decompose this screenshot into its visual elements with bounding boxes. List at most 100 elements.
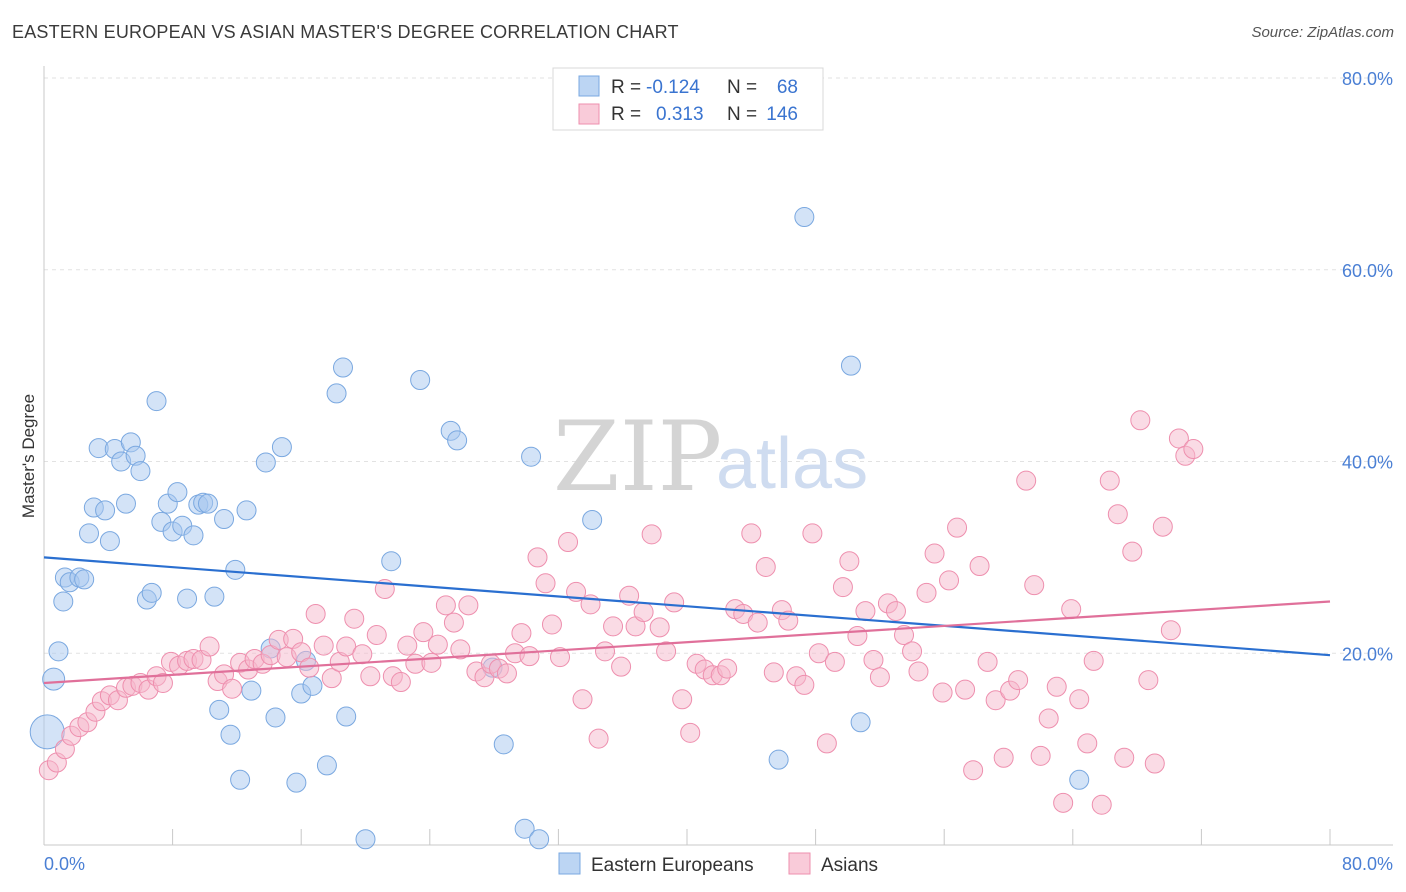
asian-point-67 — [550, 647, 571, 668]
asian-point-64 — [527, 547, 548, 568]
asian-point-136 — [1077, 733, 1098, 754]
eastern-point-63 — [768, 749, 789, 770]
asian-point-39 — [336, 636, 357, 657]
asian-point-41 — [352, 644, 373, 665]
stats-n-value-asian: 146 — [766, 104, 798, 125]
asian-point-120 — [955, 679, 976, 700]
eastern-point-37 — [230, 769, 251, 790]
eastern-point-56 — [447, 430, 468, 451]
asian-point-83 — [672, 689, 693, 710]
eastern-point-67 — [1069, 769, 1090, 790]
eastern-point-53 — [381, 551, 402, 572]
eastern-point-3 — [53, 591, 74, 612]
eastern-point-34 — [214, 509, 235, 530]
asian-point-137 — [1083, 650, 1104, 671]
stats-legend: R = -0.124 N = 68 R = 0.313 N = 146 — [552, 67, 824, 131]
eastern-point-8 — [79, 523, 100, 544]
asian-point-104 — [832, 577, 853, 598]
asian-point-123 — [977, 651, 998, 672]
asian-point-65 — [535, 573, 556, 594]
eastern-point-28 — [183, 525, 204, 546]
asian-point-133 — [1053, 792, 1074, 813]
asian-point-15 — [152, 672, 173, 693]
stats-r-value-asian: 0.313 — [656, 104, 704, 125]
asian-point-132 — [1046, 676, 1067, 697]
asian-point-145 — [1144, 753, 1165, 774]
legend-swatch-eastern — [558, 852, 581, 875]
asian-point-84 — [680, 722, 701, 743]
eastern-point-25 — [167, 482, 188, 503]
watermark: ZIP atlas — [553, 401, 868, 513]
eastern-point-38 — [236, 500, 257, 521]
asian-point-52 — [435, 595, 456, 616]
asian-point-53 — [443, 612, 464, 633]
y-tick-label-2: 60.0% — [1342, 261, 1393, 281]
eastern-point-35 — [220, 724, 241, 745]
asian-point-107 — [855, 601, 876, 622]
eastern-point-48 — [316, 755, 337, 776]
stats-swatch-eastern — [578, 75, 600, 97]
asian-point-73 — [595, 641, 616, 662]
eastern-point-32 — [204, 586, 225, 607]
eastern-point-12 — [99, 531, 120, 552]
asian-point-138 — [1091, 794, 1112, 815]
asian-point-50 — [421, 652, 442, 673]
asian-point-79 — [641, 524, 662, 545]
asian-point-128 — [1016, 470, 1037, 491]
asian-point-94 — [755, 556, 776, 577]
asian-point-66 — [541, 614, 562, 635]
eastern-point-52 — [355, 829, 376, 850]
asian-point-24 — [222, 678, 243, 699]
stats-r-label-eastern: R = — [611, 77, 641, 98]
asian-point-144 — [1138, 670, 1159, 691]
asian-point-78 — [633, 602, 654, 623]
asian-point-43 — [366, 625, 387, 646]
eastern-point-44 — [286, 772, 307, 793]
asian-point-21 — [199, 636, 220, 657]
gridlines — [44, 77, 1393, 654]
asian-point-68 — [558, 532, 579, 553]
eastern-point-21 — [146, 391, 167, 412]
eastern-point-1 — [42, 667, 66, 691]
eastern-point-20 — [141, 582, 162, 603]
asian-point-74 — [603, 616, 624, 637]
asian-point-102 — [816, 733, 837, 754]
chart-title: EASTERN EUROPEAN VS ASIAN MASTER'S DEGRE… — [12, 22, 679, 42]
asian-point-97 — [778, 610, 799, 631]
eastern-point-2 — [48, 641, 69, 662]
asian-point-118 — [939, 570, 960, 591]
asian-point-42 — [360, 666, 381, 687]
asian-point-141 — [1114, 747, 1135, 768]
asian-point-70 — [572, 689, 593, 710]
asian-point-111 — [885, 601, 906, 622]
eastern-point-43 — [271, 437, 292, 458]
asian-point-82 — [664, 592, 685, 613]
stats-n-label-asian: N = — [727, 104, 757, 125]
asian-point-108 — [863, 649, 884, 670]
trend-lines — [43, 556, 1331, 685]
stats-r-value-eastern: -0.124 — [646, 77, 700, 98]
eastern-point-66 — [850, 712, 871, 733]
eastern-point-18 — [130, 461, 151, 482]
eastern-point-7 — [74, 569, 95, 590]
eastern-trend-line — [43, 556, 1331, 657]
asian-point-135 — [1069, 689, 1090, 710]
asian-point-40 — [344, 608, 365, 629]
eastern-point-65 — [840, 355, 861, 376]
asian-point-114 — [908, 661, 929, 682]
asian-point-46 — [390, 672, 411, 693]
asian-point-100 — [802, 523, 823, 544]
asian-point-101 — [808, 643, 829, 664]
asian-point-131 — [1038, 708, 1059, 729]
y-tick-labels: 20.0% 40.0% 60.0% 80.0% — [1342, 69, 1393, 664]
asian-point-105 — [839, 551, 860, 572]
asian-point-36 — [313, 635, 334, 656]
eastern-point-62 — [582, 509, 603, 530]
asian-point-55 — [458, 595, 479, 616]
y-tick-label-1: 40.0% — [1342, 453, 1393, 473]
asian-point-37 — [321, 668, 342, 689]
asian-point-115 — [916, 582, 937, 603]
chart-source: Source: ZipAtlas.com — [1251, 24, 1394, 41]
legend-label-eastern: Eastern Europeans — [591, 855, 754, 876]
